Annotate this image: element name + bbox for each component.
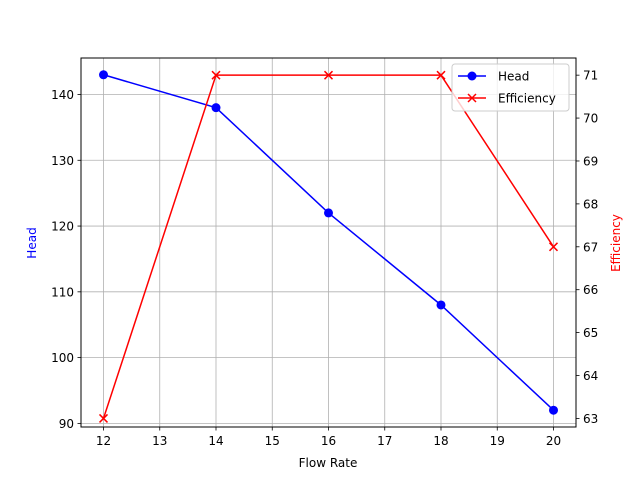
x-marker-icon bbox=[211, 70, 221, 80]
y-tick-label: 100 bbox=[51, 351, 74, 365]
y2-tick-label: 63 bbox=[583, 412, 598, 426]
x-marker-icon bbox=[548, 242, 559, 252]
circle-marker-icon bbox=[324, 208, 333, 218]
left-y-axis-label: Head bbox=[25, 227, 39, 258]
efficiency-series bbox=[98, 70, 559, 423]
legend-x-marker-icon bbox=[467, 93, 477, 103]
x-axis-ticks: 12 13 14 15 16 17 18 19 20 bbox=[96, 427, 561, 448]
y2-tick-label: 66 bbox=[583, 283, 598, 297]
y-tick-label: 130 bbox=[51, 154, 74, 168]
x-tick-label: 20 bbox=[546, 434, 561, 448]
grid-lines bbox=[81, 58, 576, 427]
x-tick-label: 17 bbox=[377, 434, 392, 448]
y2-tick-label: 64 bbox=[583, 369, 598, 383]
x-tick-label: 14 bbox=[208, 434, 223, 448]
circle-marker-icon bbox=[211, 103, 221, 113]
y2-tick-label: 69 bbox=[583, 154, 598, 168]
legend-head-label: Head bbox=[498, 70, 529, 84]
x-tick-label: 19 bbox=[490, 434, 505, 448]
x-tick-label: 12 bbox=[96, 434, 111, 448]
x-tick-label: 18 bbox=[433, 434, 448, 448]
right-y-axis-label: Efficiency bbox=[609, 214, 623, 272]
y2-tick-label: 71 bbox=[583, 69, 598, 83]
y2-tick-label: 67 bbox=[583, 240, 598, 254]
circle-marker-icon bbox=[549, 405, 558, 415]
circle-marker-icon bbox=[436, 300, 446, 310]
y-tick-label: 110 bbox=[51, 285, 74, 299]
x-marker-icon bbox=[436, 70, 446, 80]
y-tick-label: 140 bbox=[51, 88, 74, 102]
x-tick-label: 15 bbox=[265, 434, 280, 448]
x-marker-icon bbox=[98, 413, 109, 423]
left-y-axis-ticks: 90 100 110 120 130 140 bbox=[51, 88, 81, 431]
legend-efficiency-label: Efficiency bbox=[498, 92, 556, 106]
legend: Head Efficiency bbox=[451, 63, 570, 112]
y-tick-label: 120 bbox=[51, 220, 74, 234]
x-marker-icon bbox=[323, 70, 334, 80]
x-tick-label: 16 bbox=[321, 434, 336, 448]
head-series bbox=[99, 70, 558, 415]
circle-marker-icon bbox=[99, 70, 108, 80]
y2-tick-label: 68 bbox=[583, 197, 598, 211]
y2-tick-label: 70 bbox=[583, 112, 598, 126]
legend-circle-marker-icon bbox=[467, 71, 477, 81]
x-axis-label: Flow Rate bbox=[299, 456, 358, 470]
x-tick-label: 13 bbox=[152, 434, 167, 448]
right-y-axis-ticks: 63 64 65 66 67 68 69 70 71 bbox=[576, 69, 598, 426]
y-tick-label: 90 bbox=[59, 417, 74, 431]
y2-tick-label: 65 bbox=[583, 326, 598, 340]
